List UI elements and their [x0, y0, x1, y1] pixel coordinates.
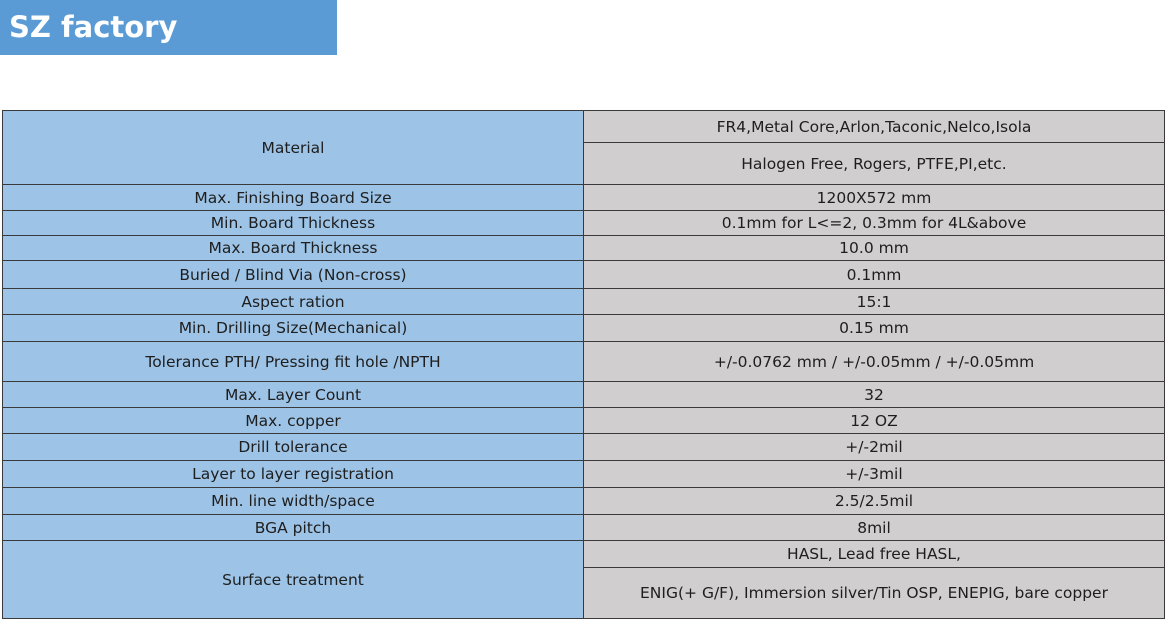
table-row: Surface treatment HASL, Lead free HASL,	[2, 540, 1165, 619]
table-row: Layer to layer registration +/-3mil	[2, 460, 1165, 488]
table-row: Aspect ration 15:1	[2, 288, 1165, 315]
row-value: 32	[583, 381, 1165, 408]
row-value: ENIG(+ G/F), Immersion silver/Tin OSP, E…	[583, 567, 1165, 619]
row-value: 2.5/2.5mil	[583, 487, 1165, 515]
row-value: 15:1	[583, 288, 1165, 315]
row-value: 8mil	[583, 514, 1165, 541]
row-value: 0.1mm	[583, 260, 1165, 289]
row-label: Max. copper	[2, 407, 584, 434]
row-value: 12 OZ	[583, 407, 1165, 434]
capability-table: Material FR4,Metal Core,Arlon,Taconic,Nel…	[2, 110, 1165, 619]
table-row: Max. Finishing Board Size 1200X572 mm	[2, 184, 1165, 211]
page-title: SZ factory capability	[0, 0, 337, 99]
table-row: Halogen Free, Rogers, PTFE,PI,etc.	[3, 142, 1165, 185]
row-label: Min. Board Thickness	[2, 210, 584, 236]
table-row: Min. Drilling Size(Mechanical) 0.15 mm	[2, 314, 1165, 342]
table-row: Min. Board Thickness 0.1mm for L<=2, 0.3m…	[2, 210, 1165, 236]
row-value: +/-0.0762 mm / +/-0.05mm / +/-0.05mm	[583, 341, 1165, 382]
row-label: Material	[2, 110, 584, 185]
row-label: Aspect ration	[2, 288, 584, 315]
row-label: Min. Drilling Size(Mechanical)	[2, 314, 584, 342]
table-row: Max. Layer Count 32	[2, 381, 1165, 408]
table-row: Buried / Blind Via (Non-cross) 0.1mm	[2, 260, 1165, 289]
row-value: 10.0 mm	[583, 235, 1165, 261]
row-value: FR4,Metal Core,Arlon,Taconic,Nelco,Isola	[583, 110, 1165, 143]
table-row: Material FR4,Metal Core,Arlon,Taconic,Nel…	[2, 110, 1165, 185]
table-row: Drill tolerance +/-2mil	[2, 433, 1165, 461]
row-value: 0.15 mm	[583, 314, 1165, 342]
row-label: Layer to layer registration	[2, 460, 584, 488]
table-row: BGA pitch 8mil	[2, 514, 1165, 541]
row-value: HASL, Lead free HASL,	[583, 540, 1165, 568]
table-row: Max. copper 12 OZ	[2, 407, 1165, 434]
table-row: Max. Board Thickness 10.0 mm	[2, 235, 1165, 261]
row-label: Buried / Blind Via (Non-cross)	[2, 260, 584, 289]
row-label: BGA pitch	[2, 514, 584, 541]
row-label: Surface treatment	[2, 540, 584, 619]
table-row: Min. line width/space 2.5/2.5mil	[2, 487, 1165, 515]
row-label: Max. Board Thickness	[2, 235, 584, 261]
row-label: Max. Layer Count	[2, 381, 584, 408]
row-label: Drill tolerance	[2, 433, 584, 461]
row-value: +/-2mil	[583, 433, 1165, 461]
table-row: Tolerance PTH/ Pressing fit hole /NPTH +/…	[2, 341, 1165, 382]
row-value: 1200X572 mm	[583, 184, 1165, 211]
row-label: Min. line width/space	[2, 487, 584, 515]
row-label: Tolerance PTH/ Pressing fit hole /NPTH	[2, 341, 584, 382]
row-label: Max. Finishing Board Size	[2, 184, 584, 211]
row-value: 0.1mm for L<=2, 0.3mm for 4L&above	[583, 210, 1165, 236]
table-row: ENIG(+ G/F), Immersion silver/Tin OSP, E…	[3, 567, 1165, 619]
row-value: Halogen Free, Rogers, PTFE,PI,etc.	[583, 142, 1165, 185]
row-value: +/-3mil	[583, 460, 1165, 488]
